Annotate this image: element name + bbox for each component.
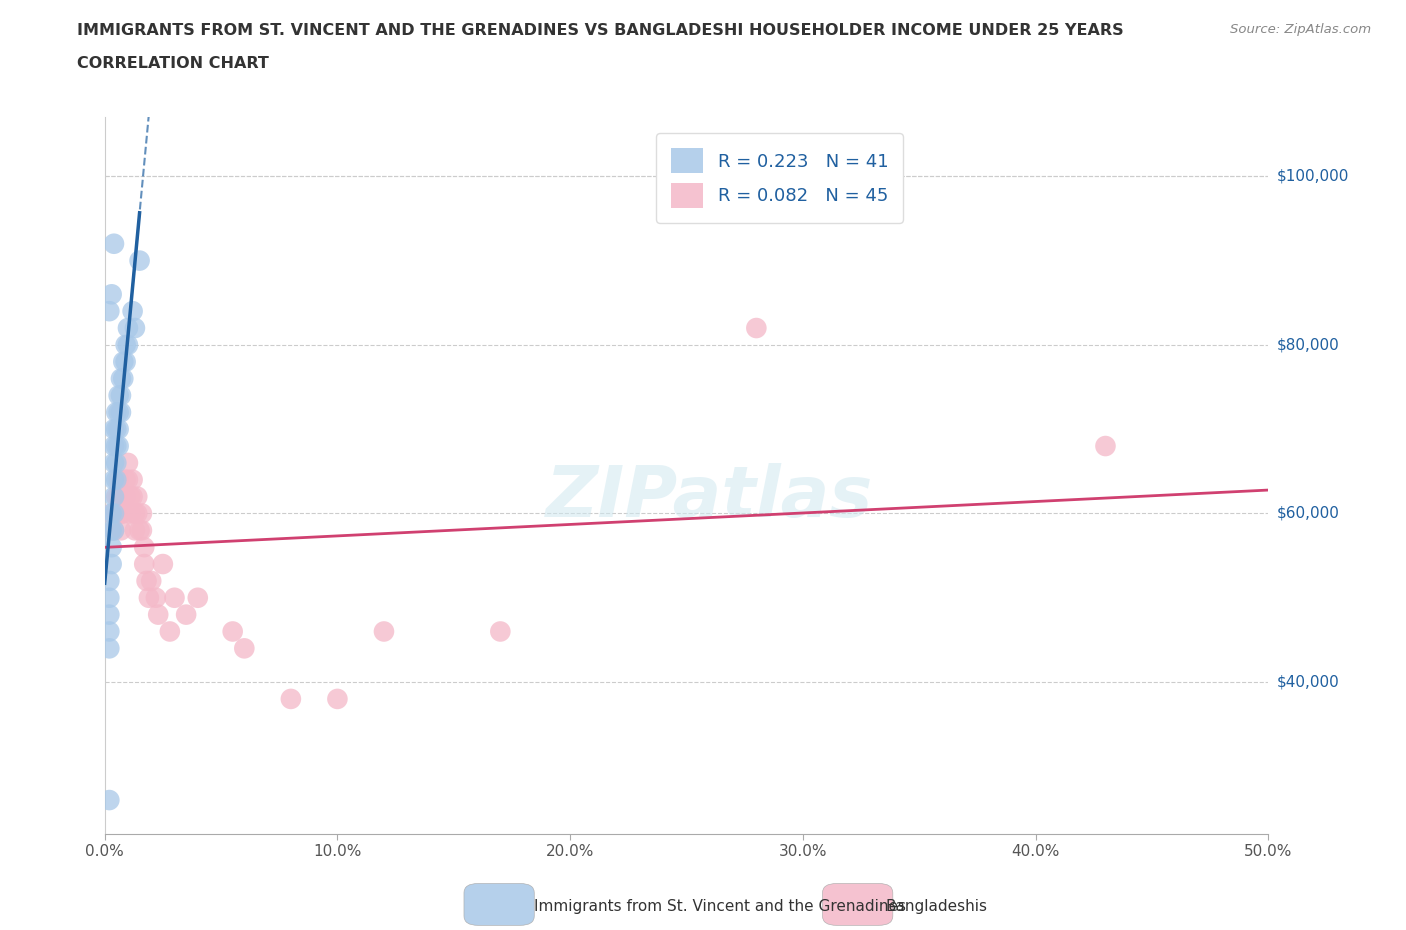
Point — [120, 489, 142, 504]
Point — [280, 692, 302, 707]
Point — [373, 624, 395, 639]
Point — [131, 523, 153, 538]
Point — [105, 456, 128, 471]
Point — [103, 489, 125, 504]
Point — [124, 523, 146, 538]
Point — [121, 489, 143, 504]
Text: $100,000: $100,000 — [1277, 169, 1350, 184]
Point — [127, 506, 149, 521]
Point — [107, 439, 129, 454]
Point — [98, 607, 121, 622]
Text: Immigrants from St. Vincent and the Grenadines: Immigrants from St. Vincent and the Gren… — [534, 899, 907, 914]
Point — [107, 489, 129, 504]
Point — [103, 523, 125, 538]
Point — [1094, 439, 1116, 454]
Point — [745, 321, 768, 336]
Point — [138, 591, 160, 605]
Point — [117, 338, 139, 352]
Text: CORRELATION CHART: CORRELATION CHART — [77, 56, 269, 71]
Point — [98, 641, 121, 656]
Point — [121, 472, 143, 487]
Point — [98, 624, 121, 639]
Point — [114, 472, 136, 487]
Point — [163, 591, 186, 605]
Point — [100, 539, 122, 554]
Point — [134, 557, 156, 572]
Point — [105, 472, 128, 487]
Text: Bangladeshis: Bangladeshis — [886, 899, 988, 914]
Point — [98, 574, 121, 589]
Point — [221, 624, 243, 639]
Point — [159, 624, 181, 639]
Text: Source: ZipAtlas.com: Source: ZipAtlas.com — [1230, 23, 1371, 36]
Point — [112, 354, 135, 369]
Point — [148, 607, 170, 622]
Point — [117, 321, 139, 336]
Point — [124, 506, 146, 521]
Point — [105, 405, 128, 419]
Point — [233, 641, 256, 656]
Point — [110, 371, 132, 386]
Point — [105, 506, 128, 521]
Point — [98, 792, 121, 807]
Point — [174, 607, 197, 622]
Point — [100, 523, 122, 538]
Point — [105, 421, 128, 436]
Point — [103, 456, 125, 471]
Point — [152, 557, 174, 572]
Point — [103, 506, 125, 521]
Point — [105, 439, 128, 454]
Point — [100, 506, 122, 521]
Point — [128, 253, 150, 268]
Text: $60,000: $60,000 — [1277, 506, 1340, 521]
Point — [131, 506, 153, 521]
Point — [107, 388, 129, 403]
Point — [98, 591, 121, 605]
Point — [112, 506, 135, 521]
Point — [100, 557, 122, 572]
Point — [326, 692, 349, 707]
Point — [128, 523, 150, 538]
Point — [187, 591, 209, 605]
Point — [103, 439, 125, 454]
Point — [98, 304, 121, 319]
Point — [117, 472, 139, 487]
Point — [103, 472, 125, 487]
Point — [117, 456, 139, 471]
Text: IMMIGRANTS FROM ST. VINCENT AND THE GRENADINES VS BANGLADESHI HOUSEHOLDER INCOME: IMMIGRANTS FROM ST. VINCENT AND THE GREN… — [77, 23, 1123, 38]
Point — [103, 523, 125, 538]
Point — [112, 489, 135, 504]
Point — [135, 574, 157, 589]
Point — [110, 405, 132, 419]
Point — [100, 286, 122, 301]
Point — [110, 388, 132, 403]
Point — [107, 405, 129, 419]
Text: $80,000: $80,000 — [1277, 338, 1340, 352]
Text: $40,000: $40,000 — [1277, 674, 1340, 689]
Point — [112, 371, 135, 386]
Point — [100, 506, 122, 521]
Point — [124, 321, 146, 336]
Point — [127, 489, 149, 504]
Point — [121, 304, 143, 319]
Point — [141, 574, 163, 589]
Point — [114, 354, 136, 369]
Point — [110, 506, 132, 521]
Point — [103, 421, 125, 436]
Point — [120, 506, 142, 521]
Point — [105, 489, 128, 504]
Point — [107, 472, 129, 487]
Point — [107, 421, 129, 436]
Point — [489, 624, 512, 639]
Text: ZIPatlas: ZIPatlas — [546, 462, 873, 532]
Point — [145, 591, 167, 605]
Point — [103, 236, 125, 251]
Legend: R = 0.223   N = 41, R = 0.082   N = 45: R = 0.223 N = 41, R = 0.082 N = 45 — [657, 134, 903, 222]
Point — [114, 338, 136, 352]
Point — [114, 489, 136, 504]
Point — [134, 539, 156, 554]
Point — [110, 523, 132, 538]
